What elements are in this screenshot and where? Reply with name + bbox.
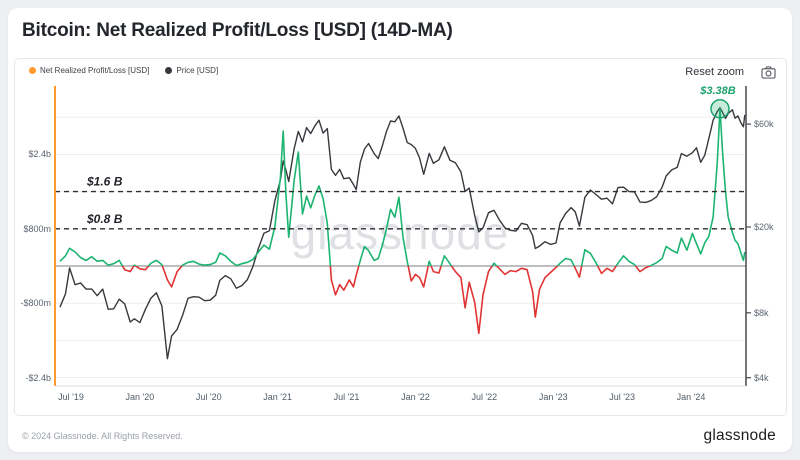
nrpl-series-profit — [59, 108, 746, 266]
x-axis-tick-label: Jan '21 — [263, 392, 293, 402]
x-axis-tick-label: Jan '24 — [676, 392, 706, 402]
price-legend-dot-icon — [165, 67, 173, 74]
page-title: Bitcoin: Net Realized Profit/Loss [USD] … — [22, 20, 453, 41]
nrpl-legend-dot-icon — [29, 67, 36, 74]
y-axis-right-tick-label: $20k — [754, 221, 774, 232]
glassnode-watermark: glassnode — [290, 207, 510, 259]
peak-annotation-label: $3.38B — [699, 85, 736, 97]
legend: Net Realized Profit/Loss [USD] Price [US… — [29, 66, 218, 75]
chart-card: Bitcoin: Net Realized Profit/Loss [USD] … — [8, 8, 792, 452]
footer: © 2024 Glassnode. All Rights Reserved. g… — [22, 424, 776, 448]
x-axis-tick-label: Jul '22 — [471, 392, 498, 402]
price-series — [59, 107, 746, 360]
x-axis-tick-label: Jul '19 — [58, 392, 84, 402]
chart-toolbar: Reset zoom — [681, 64, 776, 80]
legend-item-price[interactable]: Price [USD] — [165, 66, 218, 75]
camera-icon[interactable] — [761, 65, 776, 79]
y-axis-left-tick-label: -$800m — [20, 298, 51, 309]
x-axis-tick-label: Jul '20 — [195, 392, 222, 402]
legend-item-nrpl[interactable]: Net Realized Profit/Loss [USD] — [29, 66, 149, 75]
reference-line-label: $0.8 B — [86, 212, 123, 226]
x-axis-tick-label: Jan '22 — [401, 392, 430, 402]
chart-plot-area[interactable]: $1.6 B $0.8 B $3.38B — [15, 59, 786, 415]
reference-line-label: $1.6 B — [86, 175, 123, 189]
y-axis-right-tick-label: $8k — [754, 307, 769, 318]
x-axis-tick-label: Jul '21 — [333, 392, 360, 402]
x-axis-tick-label: Jan '23 — [538, 392, 568, 402]
x-axis-tick-label: Jul '23 — [609, 392, 635, 402]
y-axis-right-tick-label: $4k — [754, 372, 769, 383]
y-axis-left-tick-label: $800m — [23, 223, 51, 234]
x-axis-tick-label: Jan '20 — [125, 392, 155, 402]
legend-label: Net Realized Profit/Loss [USD] — [40, 66, 150, 75]
reset-zoom-button[interactable]: Reset zoom — [685, 66, 744, 78]
peak-annotation-circle — [710, 99, 730, 119]
glassnode-logo: glassnode — [703, 427, 776, 444]
copyright-text: © 2024 Glassnode. All Rights Reserved. — [22, 431, 183, 441]
y-axis-right-tick-label: $60k — [754, 119, 774, 130]
legend-label: Price [USD] — [176, 66, 219, 75]
nrpl-series-loss — [121, 265, 652, 335]
y-axis-left-tick-label: $2.4b — [28, 149, 51, 160]
chart-container: Net Realized Profit/Loss [USD] Price [US… — [14, 58, 787, 416]
y-axis-left-tick-label: -$2.4b — [25, 372, 51, 383]
